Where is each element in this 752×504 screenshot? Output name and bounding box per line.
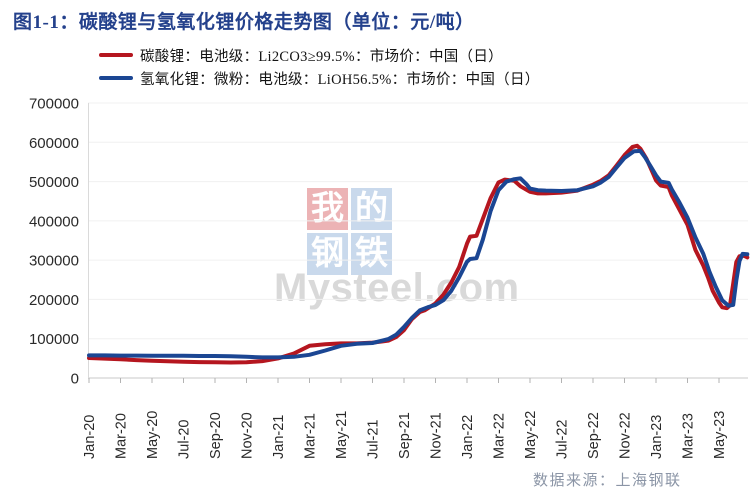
- x-tick-label: Jan-20: [82, 415, 98, 459]
- x-tick-label: Jul-20: [177, 420, 193, 460]
- watermark-tile: 铁: [351, 233, 392, 275]
- legend-item-label: 氢氧化锂：微粉：电池级：LiOH56.5%：市场价：中国（日）: [140, 71, 540, 88]
- legend-line-swatch: [99, 53, 133, 57]
- y-tick-label: 300000: [29, 253, 79, 270]
- y-tick-label: 700000: [29, 96, 79, 113]
- figure-title: 图1-1：碳酸锂与氢氧化锂价格走势图（单位：元/吨）: [13, 12, 475, 33]
- x-tick-label: Sep-21: [397, 412, 413, 459]
- x-tick-label: Mar-20: [114, 413, 130, 459]
- x-tick-label: Jan-21: [271, 415, 287, 459]
- x-tick-label: May-20: [145, 411, 161, 459]
- y-axis-labels: 0 100000 200000 300000 400000 500000 600000 700…: [29, 96, 79, 388]
- legend-item-label: 碳酸锂：电池级：Li2CO3≥99.5%：市场价：中国（日）: [140, 48, 503, 65]
- series-line-lithium-hydroxide: [87, 148, 750, 360]
- y-tick-label: 400000: [29, 213, 79, 230]
- x-tick-label: Mar-23: [681, 413, 697, 459]
- y-tick-label: 100000: [29, 331, 79, 348]
- x-tick-label: Mar-22: [492, 413, 508, 459]
- watermark-mysteel-text: Mysteel.com: [274, 266, 520, 310]
- x-tick-label: Nov-22: [618, 412, 634, 459]
- series-line-lithium-carbonate: [87, 143, 750, 365]
- data-source-label: 数据来源：上海钢联: [533, 473, 682, 489]
- series-lines: [87, 143, 750, 365]
- y-tick-label: 0: [71, 371, 79, 388]
- x-tick-label: Jul-21: [366, 420, 382, 460]
- y-tick-label: 500000: [29, 174, 79, 191]
- watermark-tile: 的: [351, 188, 392, 230]
- legend-line-swatch: [99, 76, 133, 80]
- watermark-tiles: 我的钢铁: [307, 188, 392, 275]
- x-tick-label: Jan-22: [460, 415, 476, 459]
- x-tick-label: May-23: [712, 411, 728, 459]
- x-tick-label: Sep-20: [208, 412, 224, 459]
- y-tick-label: 200000: [29, 292, 79, 309]
- watermark-tile: 我: [307, 188, 348, 230]
- gridlines: [88, 102, 748, 379]
- x-tick-label: May-21: [334, 411, 350, 459]
- x-tick-label: Nov-21: [429, 412, 445, 459]
- watermark-tile: 钢: [307, 233, 348, 275]
- axes: [88, 103, 720, 383]
- x-tick-label: May-22: [523, 411, 539, 459]
- legend-item: 碳酸锂：电池级：Li2CO3≥99.5%：市场价：中国（日）: [99, 45, 540, 65]
- x-tick-label: Mar-21: [303, 413, 319, 459]
- x-tick-label: Jan-23: [649, 415, 665, 459]
- legend: 碳酸锂：电池级：Li2CO3≥99.5%：市场价：中国（日） 氢氧化锂：微粉：电池…: [99, 45, 540, 88]
- x-tick-label: Sep-22: [586, 412, 602, 459]
- x-tick-label: Jul-22: [555, 420, 571, 460]
- x-tick-label: Nov-20: [240, 412, 256, 459]
- x-axis-labels: Jan-20 Mar-20 May-20 Jul-20 Sep-20 Nov-20 Jan-…: [82, 411, 728, 459]
- legend-item: 氢氧化锂：微粉：电池级：LiOH56.5%：市场价：中国（日）: [99, 68, 540, 88]
- y-tick-label: 600000: [29, 135, 79, 152]
